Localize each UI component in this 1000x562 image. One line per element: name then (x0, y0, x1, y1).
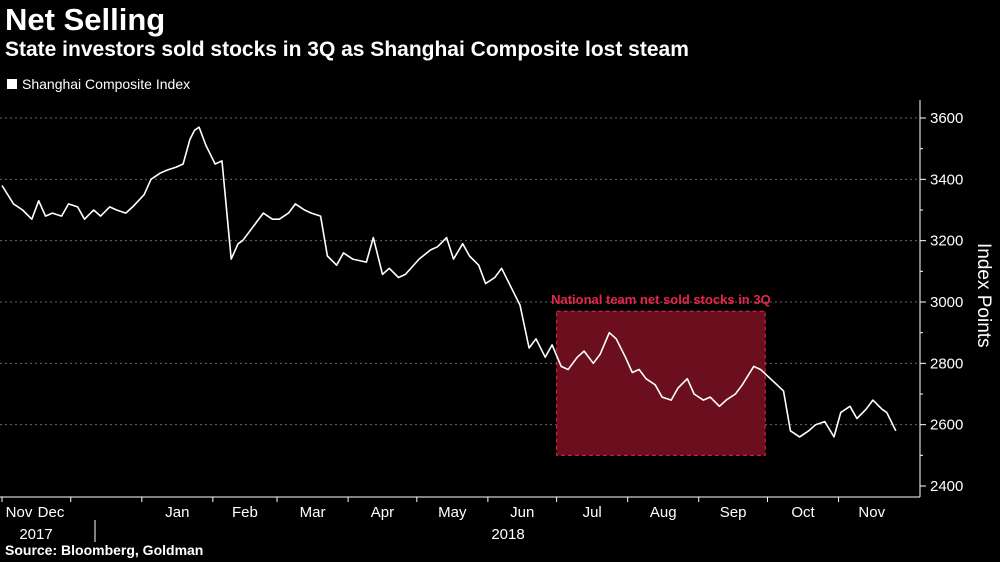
x-tick-label: Sep (720, 504, 747, 521)
x-tick-label: Oct (791, 504, 815, 521)
x-year-label: 2018 (491, 526, 524, 543)
y-tick-label: 3400 (930, 171, 963, 188)
x-tick-label: May (438, 504, 467, 521)
chart-subtitle: State investors sold stocks in 3Q as Sha… (5, 38, 689, 61)
axes: 2400 2600 2800 3000 3200 3400 3600 Index Points… (0, 100, 994, 543)
x-tick-label: Feb (232, 504, 258, 521)
source-note: Source: Bloomberg, Goldman (5, 542, 204, 558)
x-year-label: 2017 (19, 526, 52, 543)
x-tick-label: Mar (300, 504, 326, 521)
annotation-layer: National team net sold stocks in 3Q (551, 292, 771, 456)
x-tick-label: Apr (371, 504, 394, 521)
x-tick-label: Dec (38, 504, 65, 521)
x-tick-label: Aug (650, 504, 677, 521)
x-tick-label: Jul (583, 504, 602, 521)
legend-label: Shanghai Composite Index (22, 76, 191, 92)
y-tick-label: 2600 (930, 417, 963, 434)
y-tick-label: 2400 (930, 478, 963, 495)
legend: Shanghai Composite Index (7, 76, 190, 92)
gridlines (0, 117, 920, 426)
y-axis-label: Index Points (973, 243, 994, 348)
x-tick-label: Nov (6, 504, 33, 521)
x-tick-label: Nov (858, 504, 885, 521)
x-tick-label: Jan (165, 504, 189, 521)
legend-swatch (7, 79, 17, 89)
y-tick-label: 3000 (930, 294, 963, 311)
series-line (1, 126, 897, 438)
x-tick-label: Jun (510, 504, 534, 521)
annotation-shaded-range (556, 310, 766, 456)
series-layer (1, 126, 897, 438)
y-tick-label: 3200 (930, 233, 963, 250)
y-tick-label: 2800 (930, 355, 963, 372)
y-tick-label: 3600 (930, 110, 963, 127)
chart-title: Net Selling (5, 2, 166, 37)
annotation-label: National team net sold stocks in 3Q (551, 292, 771, 307)
